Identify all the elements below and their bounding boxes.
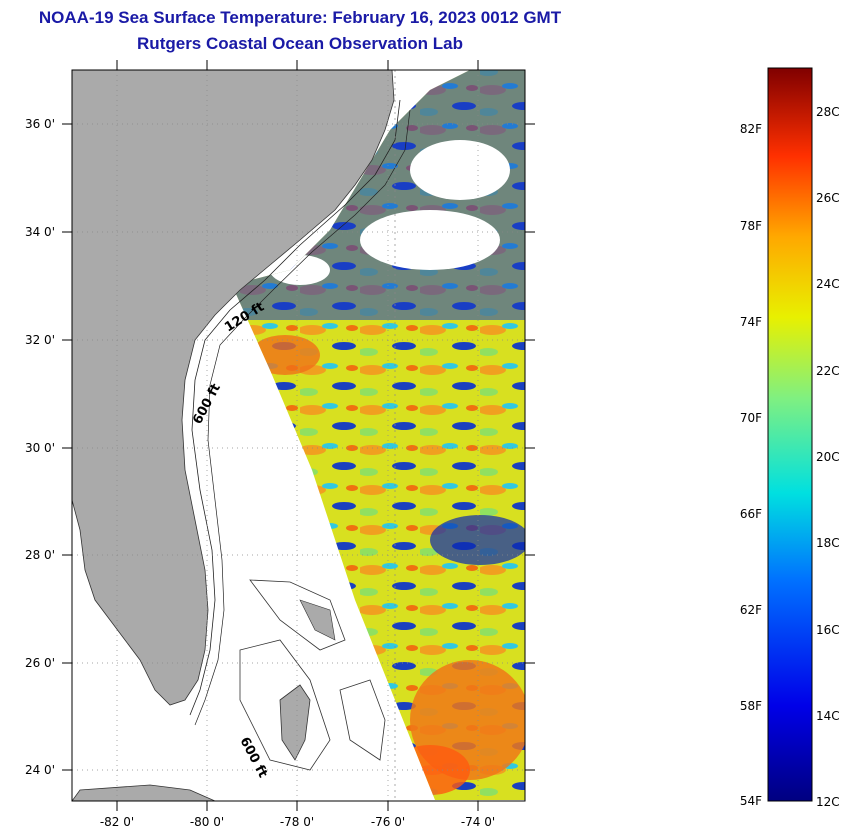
lat-label: 32 0' [25,333,55,347]
colorbar-c-label: 18C [816,536,840,550]
land-us [72,70,395,706]
lon-label: -82 0' [100,815,134,829]
colorbar-c-label: 22C [816,364,840,378]
lat-label: 28 0' [25,548,55,562]
lon-label: -78 0' [280,815,314,829]
lon-label: -76 0' [371,815,405,829]
colorbar-c-label: 24C [816,277,840,291]
colorbar-f-label: 70F [740,411,762,425]
land-bahamas [279,684,311,761]
lat-label: 34 0' [25,225,55,239]
colorbar-f-label: 58F [740,699,762,713]
lat-label: 30 0' [25,441,55,455]
colorbar: 82F 78F 74F 70F 66F 62F 58F 54F 28C 26C … [740,67,840,809]
colorbar-c-label: 28C [816,105,840,119]
lat-label: 26 0' [25,656,55,670]
lat-label: 24 0' [25,763,55,777]
colorbar-c-label: 26C [816,191,840,205]
colorbar-f-label: 66F [740,507,762,521]
colorbar-f-label: 54F [740,794,762,808]
colorbar-f-label: 74F [740,315,762,329]
lon-label: -80 0' [190,815,224,829]
colorbar-c-label: 12C [816,795,840,809]
map-grid [72,70,525,801]
colorbar-c-label: 14C [816,709,840,723]
colorbar-f-label: 78F [740,219,762,233]
colorbar-f-label: 62F [740,603,762,617]
lon-label: -74 0' [461,815,495,829]
map-title: NOAA-19 Sea Surface Temperature: Februar… [38,8,562,27]
colorbar-c-label: 20C [816,450,840,464]
colorbar-f-label: 82F [740,122,762,136]
lat-label: 36 0' [25,117,55,131]
map-subtitle: Rutgers Coastal Ocean Observation Lab [137,34,463,53]
colorbar-c-label: 16C [816,623,840,637]
